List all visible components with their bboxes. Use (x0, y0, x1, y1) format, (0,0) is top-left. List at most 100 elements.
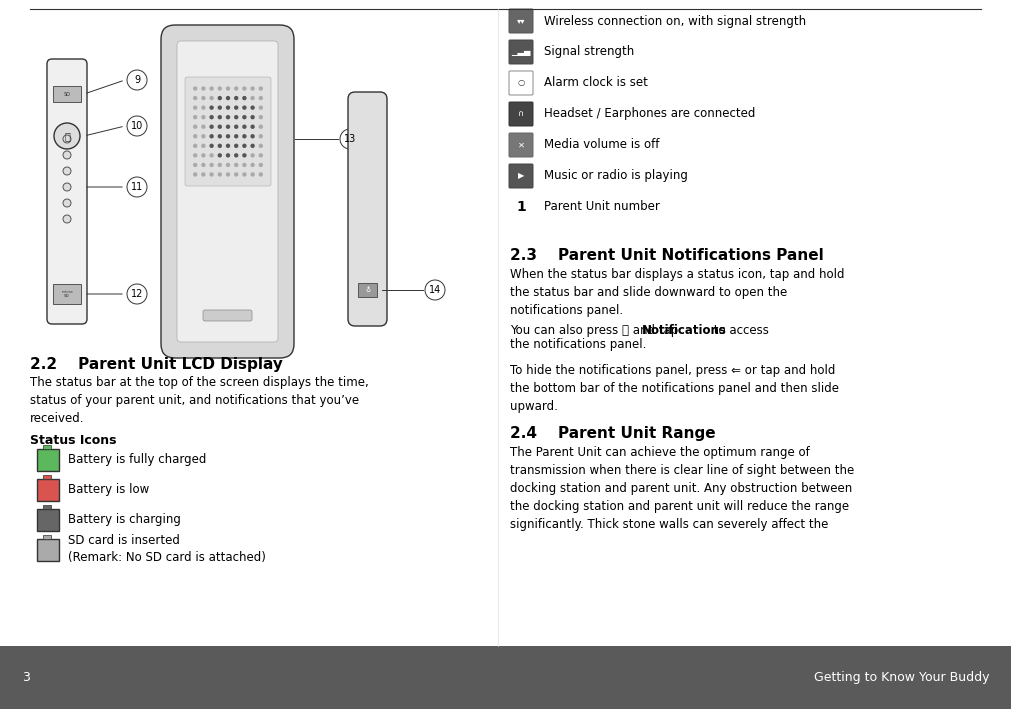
FancyBboxPatch shape (53, 284, 81, 304)
Text: 3: 3 (22, 671, 30, 684)
Circle shape (234, 144, 239, 148)
Circle shape (193, 144, 197, 148)
Circle shape (193, 86, 197, 91)
Text: 9: 9 (133, 75, 141, 85)
Circle shape (193, 134, 197, 138)
Circle shape (259, 125, 263, 129)
Text: Alarm clock is set: Alarm clock is set (544, 77, 648, 89)
Circle shape (201, 153, 205, 157)
Circle shape (243, 134, 247, 138)
FancyBboxPatch shape (37, 509, 59, 531)
Text: Media volume is off: Media volume is off (544, 138, 659, 152)
FancyBboxPatch shape (509, 9, 533, 33)
Circle shape (217, 96, 222, 100)
Circle shape (234, 86, 239, 91)
Text: ✕: ✕ (518, 140, 525, 150)
Text: SD card is inserted
(Remark: No SD card is attached): SD card is inserted (Remark: No SD card … (68, 534, 266, 564)
Circle shape (225, 125, 231, 129)
Text: ▾▾: ▾▾ (517, 16, 526, 26)
FancyBboxPatch shape (509, 40, 533, 64)
Circle shape (217, 86, 222, 91)
Text: Battery is fully charged: Battery is fully charged (68, 452, 206, 466)
FancyBboxPatch shape (509, 71, 533, 95)
Text: 2.4    Parent Unit Range: 2.4 Parent Unit Range (510, 426, 716, 441)
Circle shape (259, 86, 263, 91)
Circle shape (225, 172, 231, 177)
Text: 2.2    Parent Unit LCD Display: 2.2 Parent Unit LCD Display (30, 357, 283, 372)
Text: When the status bar displays a status icon, tap and hold
the status bar and slid: When the status bar displays a status ic… (510, 268, 844, 317)
Circle shape (201, 144, 205, 148)
Circle shape (225, 144, 231, 148)
Circle shape (259, 162, 263, 167)
Circle shape (259, 106, 263, 110)
Text: ♁: ♁ (365, 287, 370, 293)
FancyBboxPatch shape (203, 310, 252, 321)
Text: Status Icons: Status Icons (30, 434, 116, 447)
Text: 11: 11 (130, 182, 144, 192)
Circle shape (209, 172, 213, 177)
Circle shape (225, 115, 231, 119)
Circle shape (243, 106, 247, 110)
Circle shape (259, 172, 263, 177)
Circle shape (217, 144, 222, 148)
Circle shape (193, 125, 197, 129)
Text: ○: ○ (518, 79, 525, 87)
Circle shape (217, 162, 222, 167)
Circle shape (243, 96, 247, 100)
Text: Battery is low: Battery is low (68, 483, 150, 496)
Text: Battery is charging: Battery is charging (68, 513, 181, 525)
Circle shape (193, 106, 197, 110)
Circle shape (251, 106, 255, 110)
Circle shape (234, 162, 239, 167)
Text: Headset / Earphones are connected: Headset / Earphones are connected (544, 108, 755, 121)
Circle shape (425, 280, 445, 300)
Circle shape (217, 153, 222, 157)
Circle shape (225, 162, 231, 167)
FancyBboxPatch shape (43, 445, 51, 449)
Text: ▁▃▅: ▁▃▅ (512, 48, 531, 57)
Circle shape (201, 115, 205, 119)
Circle shape (243, 162, 247, 167)
Circle shape (201, 162, 205, 167)
Circle shape (225, 134, 231, 138)
Circle shape (63, 167, 71, 175)
Text: The Parent Unit can achieve the optimum range of
transmission when there is clea: The Parent Unit can achieve the optimum … (510, 446, 854, 531)
Text: Notifications: Notifications (642, 324, 727, 337)
FancyBboxPatch shape (37, 449, 59, 471)
Circle shape (225, 96, 231, 100)
Text: ▶: ▶ (518, 172, 525, 181)
Circle shape (251, 96, 255, 100)
Text: The status bar at the top of the screen displays the time,
status of your parent: The status bar at the top of the screen … (30, 376, 369, 425)
Text: 12: 12 (130, 289, 144, 299)
Text: micro
SD: micro SD (62, 290, 73, 298)
Circle shape (225, 153, 231, 157)
Circle shape (243, 172, 247, 177)
Circle shape (209, 125, 213, 129)
Circle shape (63, 151, 71, 159)
Circle shape (63, 199, 71, 207)
Text: Wireless connection on, with signal strength: Wireless connection on, with signal stre… (544, 14, 806, 28)
Text: SD: SD (64, 91, 71, 96)
Circle shape (209, 106, 213, 110)
FancyBboxPatch shape (43, 475, 51, 479)
Circle shape (193, 115, 197, 119)
FancyBboxPatch shape (177, 41, 278, 342)
FancyBboxPatch shape (37, 539, 59, 561)
Circle shape (234, 125, 239, 129)
Circle shape (234, 172, 239, 177)
Circle shape (234, 96, 239, 100)
Circle shape (63, 215, 71, 223)
Circle shape (217, 115, 222, 119)
Circle shape (251, 125, 255, 129)
Text: 13: 13 (344, 134, 356, 144)
FancyBboxPatch shape (53, 86, 81, 102)
Circle shape (201, 134, 205, 138)
Circle shape (251, 134, 255, 138)
Circle shape (259, 153, 263, 157)
Circle shape (201, 106, 205, 110)
FancyBboxPatch shape (509, 102, 533, 126)
Circle shape (209, 86, 213, 91)
Circle shape (259, 144, 263, 148)
Circle shape (259, 96, 263, 100)
Circle shape (127, 284, 147, 304)
